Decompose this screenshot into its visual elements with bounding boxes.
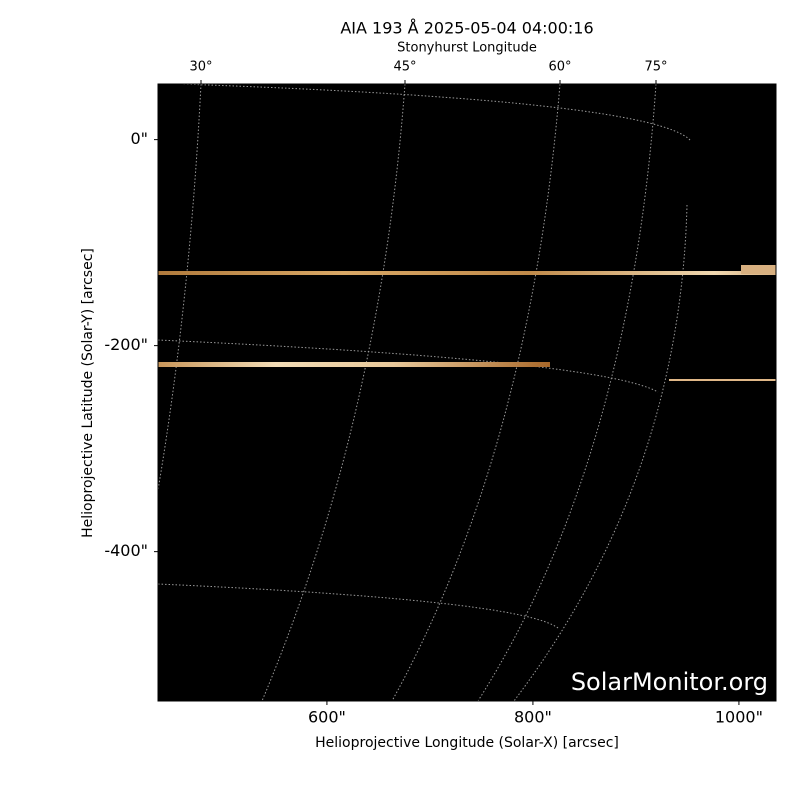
solar-image — [158, 84, 776, 701]
top-tick-label: 60° — [548, 60, 571, 75]
top-tick-label: 30° — [189, 60, 212, 75]
chart-title: AIA 193 Å 2025-05-04 04:00:16 — [340, 19, 593, 38]
x-tick-label: 600" — [308, 708, 346, 727]
top-axis-label: Stonyhurst Longitude — [397, 41, 537, 56]
x-axis-label: Helioprojective Longitude (Solar-X) [arc… — [315, 735, 619, 751]
top-tick-label: 75° — [644, 60, 667, 75]
top-tick-label: 45° — [393, 60, 416, 75]
plot-frame — [157, 83, 777, 702]
y-axis-label: Helioprojective Latitude (Solar-Y) [arcs… — [80, 248, 96, 538]
y-tick-label: -200" — [104, 335, 148, 354]
x-tick-label: 1000" — [715, 708, 763, 727]
y-tick-label: 0" — [130, 129, 148, 148]
watermark: SolarMonitor.org — [571, 668, 768, 696]
bright-streaks — [158, 265, 776, 381]
y-tick-label: -400" — [104, 541, 148, 560]
x-tick-label: 800" — [514, 708, 552, 727]
